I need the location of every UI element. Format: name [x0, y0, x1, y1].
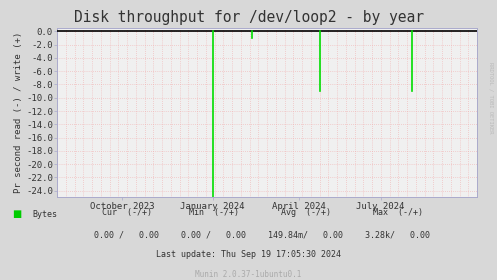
Text: 0.00 /   0.00: 0.00 / 0.00 [181, 230, 246, 239]
Text: Bytes: Bytes [32, 210, 57, 219]
Text: Avg  (-/+): Avg (-/+) [281, 208, 331, 217]
Text: Last update: Thu Sep 19 17:05:30 2024: Last update: Thu Sep 19 17:05:30 2024 [156, 250, 341, 259]
Text: Min  (-/+): Min (-/+) [189, 208, 239, 217]
Y-axis label: Pr second read (-) / write (+): Pr second read (-) / write (+) [14, 32, 23, 193]
Text: 0.00 /   0.00: 0.00 / 0.00 [94, 230, 159, 239]
Text: Disk throughput for /dev/loop2 - by year: Disk throughput for /dev/loop2 - by year [74, 10, 423, 25]
Text: RRDTOOL / TOBI OETIKER: RRDTOOL / TOBI OETIKER [489, 62, 494, 134]
Text: ■: ■ [12, 209, 22, 219]
Text: 3.28k/   0.00: 3.28k/ 0.00 [365, 230, 430, 239]
Text: 149.84m/   0.00: 149.84m/ 0.00 [268, 230, 343, 239]
Text: Max  (-/+): Max (-/+) [373, 208, 422, 217]
Text: Cur  (-/+): Cur (-/+) [102, 208, 152, 217]
Text: Munin 2.0.37-1ubuntu0.1: Munin 2.0.37-1ubuntu0.1 [195, 270, 302, 279]
